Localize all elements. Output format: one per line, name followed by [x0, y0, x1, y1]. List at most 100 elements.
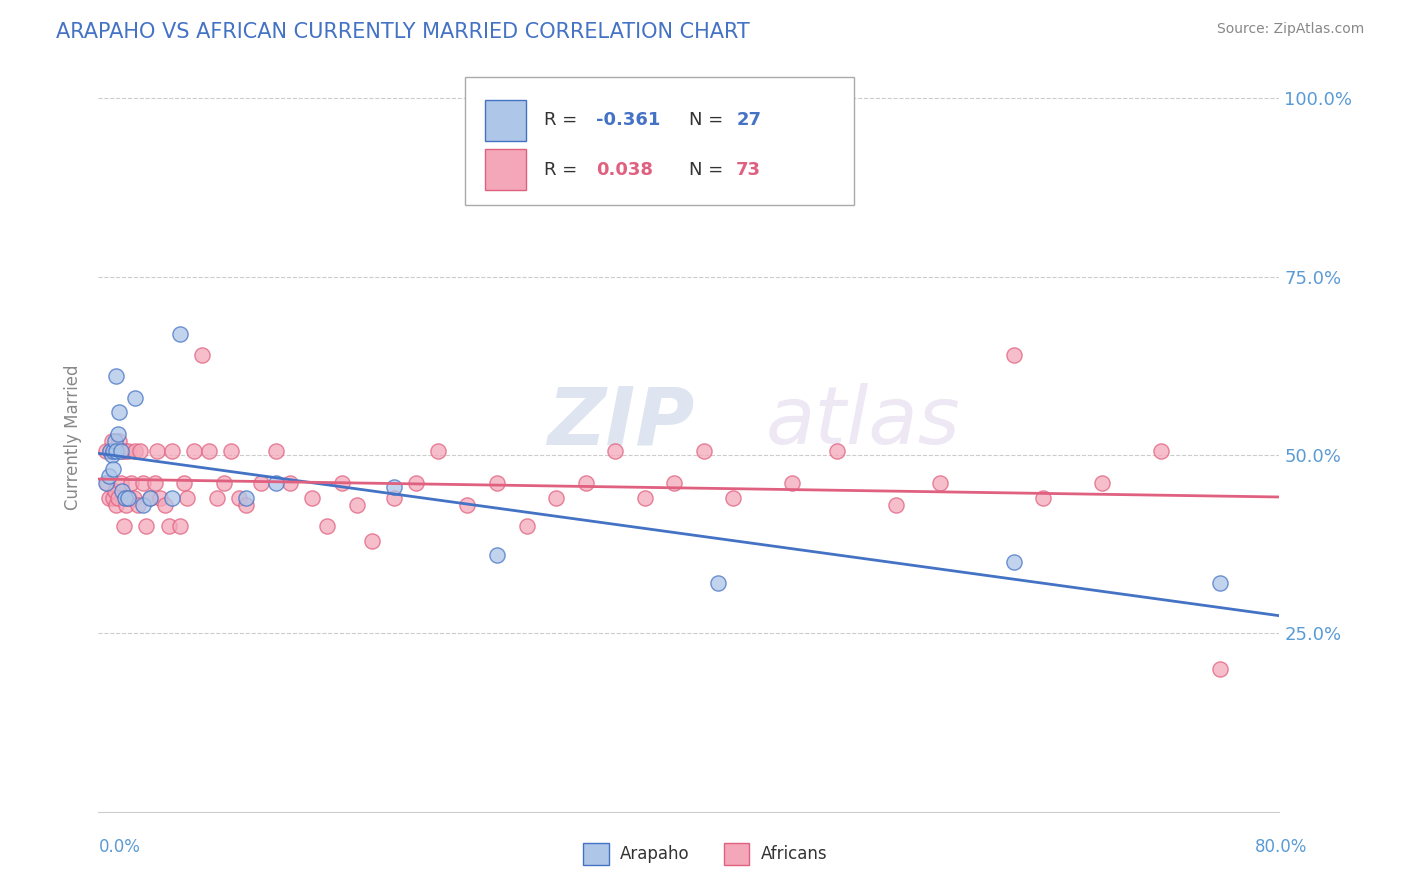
Point — [1002, 348, 1025, 362]
Point — [103, 491, 125, 505]
Point — [280, 476, 302, 491]
Point — [198, 444, 221, 458]
Point — [105, 369, 128, 384]
Point — [176, 491, 198, 505]
Text: Source: ZipAtlas.com: Source: ZipAtlas.com — [1216, 22, 1364, 37]
FancyBboxPatch shape — [485, 100, 526, 141]
Point — [100, 434, 122, 448]
Point — [98, 444, 121, 458]
Point — [723, 491, 745, 505]
Point — [98, 444, 121, 458]
Text: N =: N = — [689, 112, 728, 129]
Point — [1209, 576, 1232, 591]
Point — [235, 498, 257, 512]
Point — [139, 491, 162, 505]
Point — [110, 476, 132, 491]
Point — [707, 576, 730, 591]
Point — [664, 476, 686, 491]
Bar — [583, 843, 609, 865]
Point — [146, 444, 169, 458]
Point — [782, 476, 804, 491]
Point — [118, 491, 141, 505]
Point — [346, 498, 368, 512]
Point — [212, 476, 235, 491]
Point — [112, 519, 135, 533]
Point — [1002, 555, 1025, 569]
Point — [105, 498, 128, 512]
Y-axis label: Currently Married: Currently Married — [65, 364, 83, 510]
Point — [127, 498, 149, 512]
Text: ARAPAHO VS AFRICAN CURRENTLY MARRIED CORRELATION CHART: ARAPAHO VS AFRICAN CURRENTLY MARRIED COR… — [56, 22, 749, 42]
Text: 27: 27 — [737, 112, 761, 129]
Point — [128, 444, 150, 458]
Point — [107, 426, 129, 441]
Point — [360, 533, 382, 548]
Point — [97, 491, 120, 505]
Point — [382, 480, 405, 494]
Point — [382, 491, 405, 505]
Point — [205, 491, 228, 505]
Point — [264, 476, 287, 491]
Point — [124, 391, 146, 405]
Point — [97, 469, 120, 483]
Point — [162, 491, 183, 505]
Point — [1150, 444, 1173, 458]
Point — [117, 444, 139, 458]
Point — [825, 444, 848, 458]
Point — [330, 476, 353, 491]
Point — [1032, 491, 1054, 505]
Point — [516, 519, 538, 533]
Point — [117, 491, 139, 505]
Point — [183, 444, 205, 458]
Point — [103, 462, 125, 476]
Point — [114, 444, 136, 458]
Point — [301, 491, 323, 505]
Point — [169, 519, 191, 533]
Point — [634, 491, 657, 505]
Point — [221, 444, 243, 458]
Text: R =: R = — [544, 112, 582, 129]
Point — [427, 444, 450, 458]
Text: N =: N = — [689, 161, 728, 178]
Point — [546, 491, 568, 505]
Point — [96, 476, 118, 491]
Point — [108, 405, 131, 419]
Point — [103, 444, 125, 458]
Point — [110, 444, 132, 458]
Text: atlas: atlas — [766, 383, 960, 461]
Point — [103, 444, 125, 458]
Point — [457, 498, 479, 512]
Point — [929, 476, 952, 491]
Point — [105, 444, 128, 458]
Text: R =: R = — [544, 161, 582, 178]
Point — [228, 491, 250, 505]
Point — [108, 434, 131, 448]
Point — [884, 498, 907, 512]
Point — [264, 444, 287, 458]
Text: Africans: Africans — [761, 845, 827, 863]
Point — [605, 444, 627, 458]
Point — [122, 491, 145, 505]
Point — [107, 491, 129, 505]
Text: ZIP: ZIP — [547, 383, 695, 461]
Text: -0.361: -0.361 — [596, 112, 659, 129]
Point — [100, 448, 122, 462]
Point — [115, 498, 138, 512]
FancyBboxPatch shape — [485, 149, 526, 190]
Point — [94, 444, 117, 458]
Text: 0.0%: 0.0% — [98, 838, 141, 856]
Point — [162, 444, 183, 458]
Point — [405, 476, 427, 491]
Bar — [724, 843, 749, 865]
Point — [235, 491, 257, 505]
Point — [250, 476, 273, 491]
Point — [110, 444, 132, 458]
Point — [693, 444, 716, 458]
Point — [191, 348, 214, 362]
Text: Arapaho: Arapaho — [620, 845, 690, 863]
Point — [316, 519, 339, 533]
Point — [94, 476, 117, 491]
Point — [132, 498, 155, 512]
Point — [1209, 662, 1232, 676]
Text: 0.038: 0.038 — [596, 161, 652, 178]
